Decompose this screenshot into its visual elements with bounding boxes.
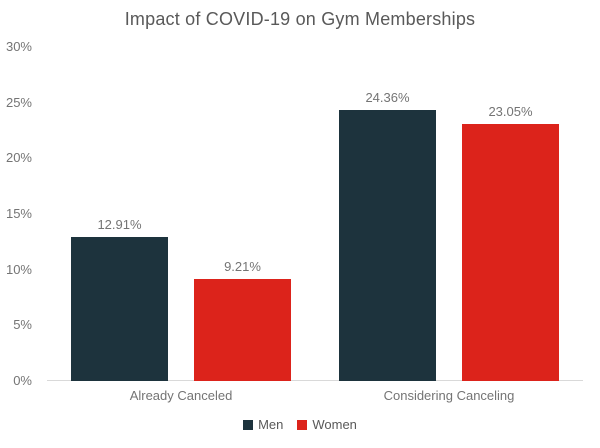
bar-value-label: 12.91% — [97, 217, 142, 233]
bar-value-label: 24.36% — [365, 89, 410, 105]
bar-group: 12.91% 9.21% — [47, 47, 315, 381]
bar-group: 24.36% 23.05% — [315, 47, 583, 381]
bar-rect — [339, 109, 436, 381]
legend-swatch-icon — [297, 419, 308, 430]
bar-women: 9.21% — [194, 259, 291, 381]
x-category-label: Considering Canceling — [383, 388, 515, 403]
bar-rect — [71, 237, 168, 381]
x-axis-labels: Already Canceled Considering Canceling — [47, 388, 583, 403]
legend-item-men: Men — [243, 417, 283, 432]
y-tick-label: 5% — [13, 317, 32, 333]
bar-men: 12.91% — [71, 217, 168, 381]
plot-area: 12.91% 9.21% 24.36% 23.05% — [47, 47, 583, 381]
y-tick-label: 25% — [5, 94, 32, 110]
y-tick-label: 10% — [5, 261, 32, 277]
bar-value-label: 23.05% — [488, 104, 533, 120]
y-tick-label: 0% — [13, 373, 32, 388]
legend-item-women: Women — [297, 417, 357, 432]
bar-value-label: 9.21% — [224, 258, 261, 274]
bar-women: 23.05% — [462, 104, 559, 381]
legend-swatch-icon — [243, 419, 254, 430]
y-tick-label: 15% — [5, 206, 32, 221]
y-tick-label: 20% — [5, 150, 32, 166]
bar-rect — [194, 278, 291, 381]
y-axis: 0% 5% 10% 15% 20% 25% 30% — [0, 39, 32, 388]
legend-label: Men — [258, 417, 284, 432]
x-category-label: Already Canceled — [129, 388, 233, 403]
legend: Men Women — [0, 417, 600, 432]
bar-rect — [462, 124, 559, 381]
y-tick-label: 30% — [5, 39, 32, 54]
legend-label: Women — [312, 417, 357, 432]
bar-men: 24.36% — [339, 90, 436, 381]
chart-title: Impact of COVID-19 on Gym Memberships — [124, 9, 476, 29]
x-axis-line — [47, 380, 583, 381]
